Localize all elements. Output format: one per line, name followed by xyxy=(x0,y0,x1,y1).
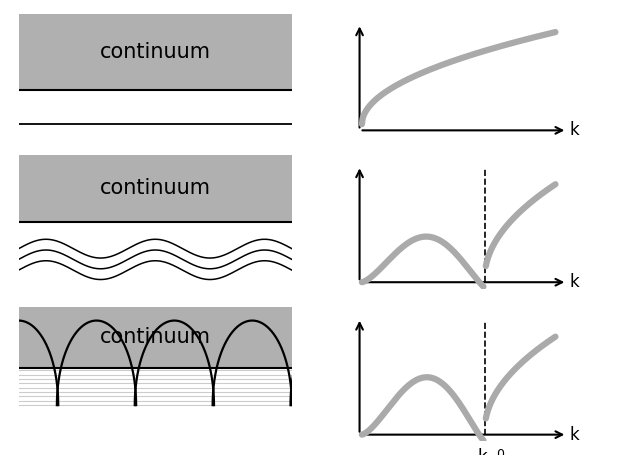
Bar xyxy=(19,307,292,368)
Text: k: k xyxy=(569,425,579,444)
Text: k: k xyxy=(569,121,579,139)
Text: k: k xyxy=(478,448,487,455)
Text: continuum: continuum xyxy=(100,178,211,198)
Bar xyxy=(19,14,292,90)
Text: k: k xyxy=(569,273,579,291)
Text: continuum: continuum xyxy=(100,42,211,62)
Text: continuum: continuum xyxy=(100,327,211,347)
Text: 0: 0 xyxy=(496,448,504,455)
Bar xyxy=(19,155,292,222)
